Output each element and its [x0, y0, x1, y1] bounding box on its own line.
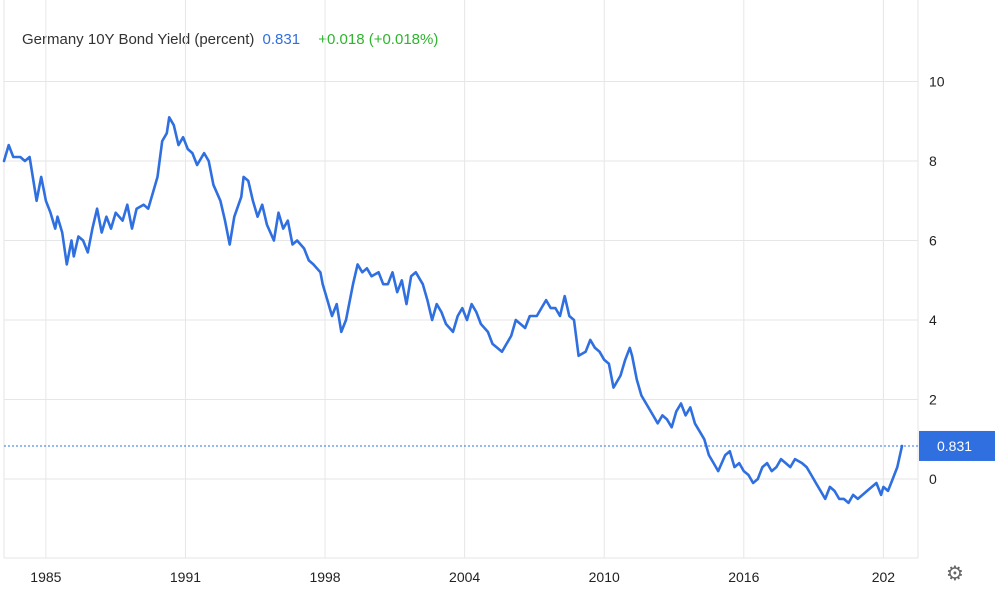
x-tick-label: 1998	[309, 569, 340, 585]
x-tick-label: 2010	[589, 569, 620, 585]
last-value-badge	[919, 430, 995, 461]
y-tick-label: 6	[929, 233, 937, 249]
chart-header: Germany 10Y Bond Yield (percent) 0.831 +…	[22, 31, 438, 48]
x-tick-label: 2016	[728, 569, 759, 585]
last-value-label: 0.831	[937, 438, 972, 454]
x-tick-label: 1985	[30, 569, 61, 585]
x-tick-label: 1991	[170, 569, 201, 585]
gear-icon[interactable]: ⚙	[946, 561, 964, 585]
y-tick-label: 2	[929, 392, 937, 408]
y-tick-label: 10	[929, 74, 945, 90]
x-tick-label: 2004	[449, 569, 480, 585]
series-line	[2, 116, 904, 505]
chart-title: Germany 10Y Bond Yield (percent)	[22, 31, 255, 48]
y-tick-label: 8	[929, 153, 937, 169]
y-tick-label: 4	[929, 312, 937, 328]
current-value: 0.831	[262, 31, 301, 48]
y-tick-label: 0	[929, 471, 937, 487]
change-value: +0.018 (+0.018%)	[318, 31, 439, 48]
x-tick-label: 202	[872, 569, 896, 585]
